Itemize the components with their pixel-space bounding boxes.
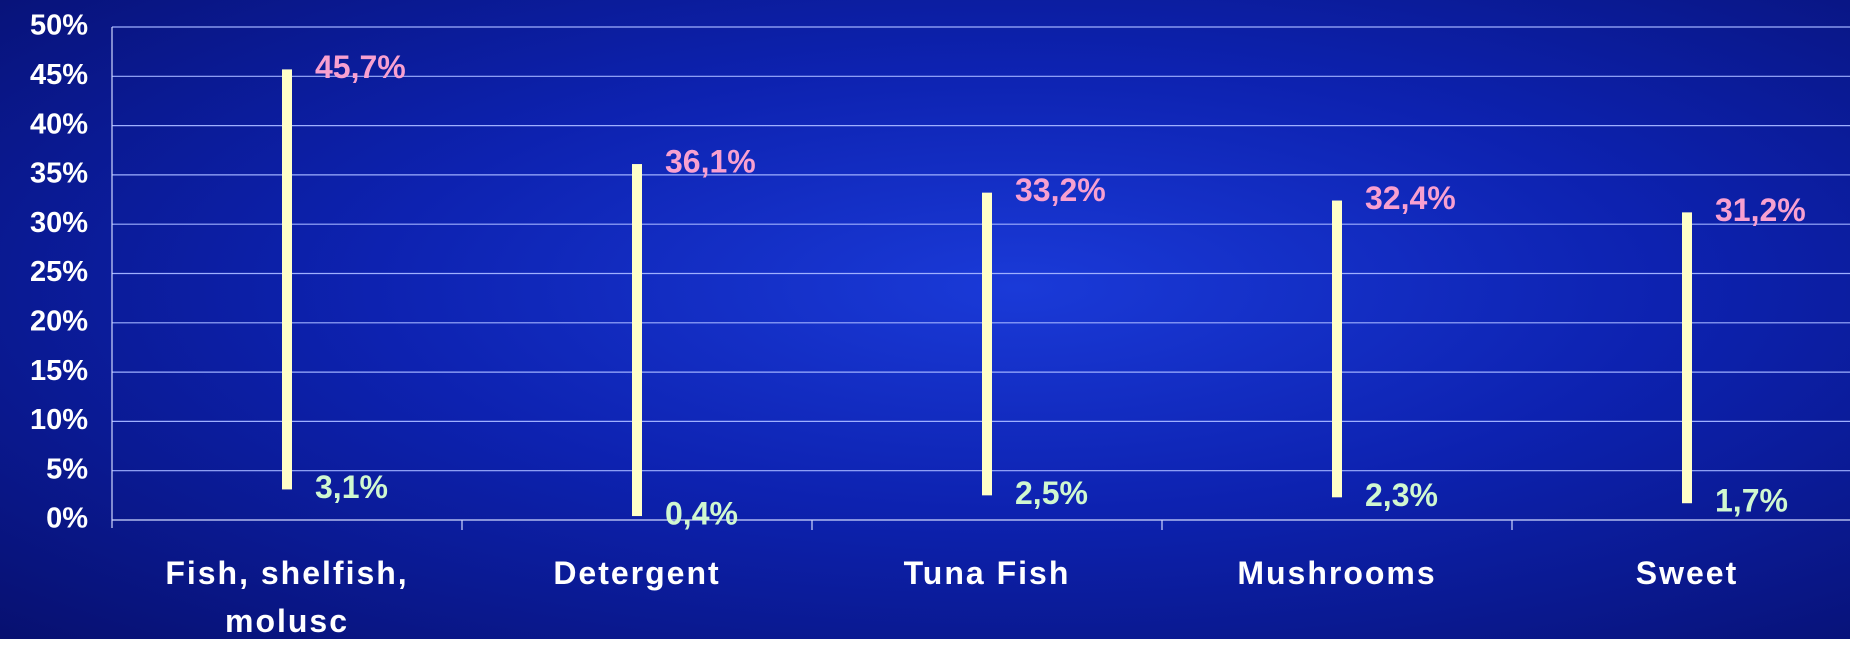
- data-label: 36,1%: [665, 144, 756, 180]
- y-tick-label: 5%: [46, 453, 88, 485]
- range-bar: [632, 164, 642, 517]
- data-label: 0,4%: [665, 496, 738, 532]
- range-bar: [1332, 200, 1342, 498]
- x-tick-label: Tuna Fish: [903, 555, 1071, 591]
- y-tick-label: 35%: [30, 158, 88, 190]
- data-label: 45,7%: [315, 49, 406, 85]
- y-tick-label: 20%: [30, 305, 88, 337]
- x-tick-label: Mushrooms: [1237, 555, 1437, 591]
- data-label: 31,2%: [1715, 192, 1806, 228]
- data-label: 3,1%: [315, 469, 388, 505]
- range-bar: [1682, 212, 1692, 504]
- x-tick-label: Fish, shelfish, molusc: [165, 555, 409, 639]
- y-tick-label: 15%: [30, 355, 88, 387]
- y-tick-label: 30%: [30, 207, 88, 239]
- data-label: 32,4%: [1365, 180, 1456, 216]
- data-label: 2,3%: [1365, 477, 1438, 513]
- x-tick-label: Sweet: [1635, 555, 1739, 591]
- y-tick-label: 25%: [30, 256, 88, 288]
- y-tick-label: 50%: [30, 10, 88, 42]
- y-tick-label: 0%: [46, 503, 88, 535]
- data-label: 2,5%: [1015, 475, 1088, 511]
- range-bar: [282, 69, 292, 490]
- data-label: 33,2%: [1015, 172, 1106, 208]
- range-bar: [982, 192, 992, 496]
- data-label: 1,7%: [1715, 483, 1788, 519]
- x-tick-label: Detergent: [553, 555, 721, 591]
- y-tick-label: 10%: [30, 404, 88, 436]
- y-tick-label: 40%: [30, 108, 88, 140]
- y-tick-label: 45%: [30, 59, 88, 91]
